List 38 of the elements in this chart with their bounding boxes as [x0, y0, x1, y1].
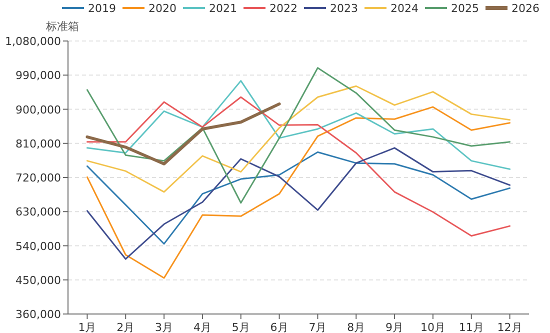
legend-label: 2020 — [148, 2, 176, 15]
y-tick-label: 360,000 — [16, 308, 61, 321]
x-tick-label: 9月 — [386, 321, 404, 333]
y-tick-label: 990,000 — [16, 69, 61, 82]
line-series — [86, 151, 511, 245]
x-tick-label: 6月 — [270, 321, 288, 333]
y-tick-label: 540,000 — [16, 240, 61, 253]
x-tick-label: 10月 — [420, 321, 446, 333]
x-tick-label: 12月 — [497, 321, 522, 333]
y-tick-label: 630,000 — [16, 206, 61, 219]
y-tick-label: 450,000 — [16, 274, 61, 287]
legend-label: 2021 — [209, 2, 237, 15]
line-series — [86, 96, 511, 237]
y-tick-label: 810,000 — [16, 137, 61, 150]
x-tick-label: 1月 — [78, 321, 96, 333]
legend-label: 2025 — [451, 2, 479, 15]
y-tick-label: 720,000 — [16, 172, 61, 184]
line-series — [86, 85, 511, 193]
line-series — [86, 67, 511, 204]
legend-label: 2026 — [512, 2, 540, 15]
legend-label: 2019 — [88, 2, 116, 15]
y-tick-label: 900,000 — [16, 103, 61, 116]
x-tick-label: 2月 — [116, 321, 135, 333]
x-tick-label: 8月 — [347, 321, 366, 333]
y-tick-label: 1,080,000 — [5, 35, 61, 48]
x-tick-label: 3月 — [155, 321, 174, 333]
line-series — [86, 80, 511, 170]
x-tick-label: 11月 — [458, 321, 484, 333]
x-tick-label: 5月 — [232, 321, 250, 333]
legend-label: 2024 — [390, 2, 418, 15]
legend-label: 2022 — [270, 2, 298, 15]
line-series — [86, 106, 511, 279]
line-series — [86, 147, 511, 260]
line-series — [86, 102, 281, 166]
x-tick-label: 7月 — [308, 321, 327, 333]
legend-label: 2023 — [330, 2, 358, 15]
x-tick-label: 4月 — [193, 321, 212, 333]
y-axis-title: 标准箱 — [45, 20, 79, 33]
